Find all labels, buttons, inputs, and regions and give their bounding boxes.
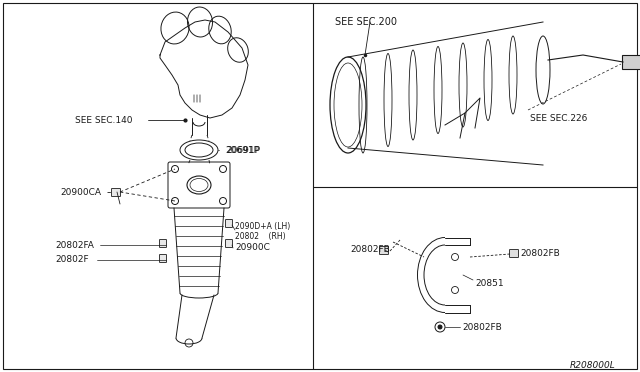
Text: 20691P: 20691P (226, 145, 260, 154)
Text: 2090D+A (LH): 2090D+A (LH) (235, 221, 291, 231)
Text: SEE SEC.140: SEE SEC.140 (75, 115, 132, 125)
Text: 20851: 20851 (475, 279, 504, 288)
Text: 20802F: 20802F (55, 256, 88, 264)
FancyBboxPatch shape (225, 240, 232, 247)
FancyBboxPatch shape (159, 254, 166, 263)
FancyBboxPatch shape (622, 55, 640, 69)
FancyBboxPatch shape (509, 250, 518, 257)
Text: 20900CA: 20900CA (60, 187, 101, 196)
Text: SEE SEC.200: SEE SEC.200 (335, 17, 397, 27)
FancyBboxPatch shape (225, 219, 232, 228)
FancyBboxPatch shape (380, 247, 388, 254)
Text: 20802FB: 20802FB (350, 246, 390, 254)
Text: 20802FB: 20802FB (520, 248, 560, 257)
Circle shape (438, 325, 442, 329)
Text: R208000L: R208000L (570, 360, 616, 369)
Text: SEE SEC.226: SEE SEC.226 (530, 113, 588, 122)
FancyBboxPatch shape (159, 240, 166, 247)
Text: 20802    (RH): 20802 (RH) (235, 231, 285, 241)
Text: 20691P: 20691P (225, 145, 259, 154)
Text: 20802FB: 20802FB (462, 323, 502, 331)
FancyBboxPatch shape (111, 189, 120, 196)
Text: 20900C: 20900C (235, 244, 270, 253)
Text: 20802FA: 20802FA (55, 241, 94, 250)
